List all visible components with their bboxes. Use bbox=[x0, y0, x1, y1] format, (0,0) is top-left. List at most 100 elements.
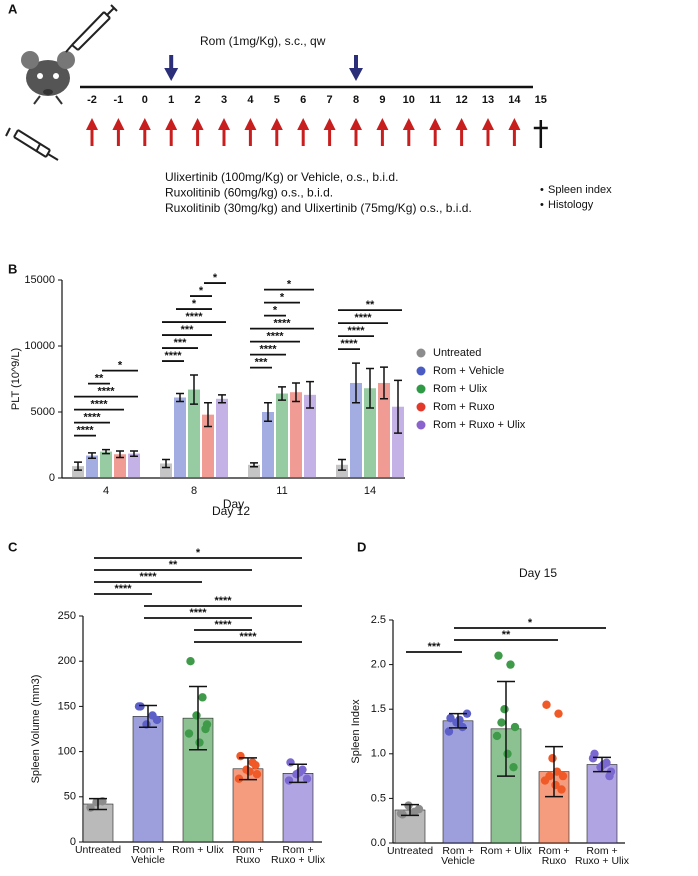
day-label: 0 bbox=[142, 94, 148, 106]
label-box: Rom + Ruxo bbox=[232, 845, 264, 866]
dose-arrow bbox=[165, 118, 178, 146]
data-point bbox=[588, 754, 598, 763]
significance-label: **** bbox=[266, 331, 284, 343]
error-bar bbox=[497, 680, 515, 777]
arrow-head bbox=[244, 118, 257, 130]
data-point bbox=[234, 774, 244, 783]
data-point bbox=[284, 776, 294, 785]
y-tick-label: 150 bbox=[58, 700, 76, 712]
arrow-head bbox=[218, 118, 230, 130]
data-point bbox=[286, 758, 295, 767]
bar bbox=[132, 716, 164, 843]
arrow-head bbox=[429, 118, 442, 130]
legend-marker bbox=[416, 348, 426, 358]
legend-label: Rom + Ruxo bbox=[433, 401, 494, 413]
x-tick-label: Rom + Ruxo bbox=[538, 846, 570, 867]
arrow-head bbox=[482, 118, 494, 130]
data-point bbox=[134, 702, 144, 711]
label-box: Rom + Ulix bbox=[172, 845, 224, 855]
y-tick-label: 0.5 bbox=[371, 792, 386, 804]
y-tick-label: 1.5 bbox=[371, 703, 386, 715]
treatment-text: Ruxolitinib (60mg/kg) o.s., b.i.d. bbox=[165, 186, 333, 200]
error-bar bbox=[130, 450, 138, 457]
significance-label: **** bbox=[273, 318, 291, 330]
label-box: Untreated bbox=[387, 846, 433, 856]
error-bar bbox=[289, 763, 307, 784]
y-tick-label: 250 bbox=[58, 610, 76, 622]
significance-label: **** bbox=[139, 571, 157, 583]
day-label: 8 bbox=[353, 94, 359, 106]
error-bar bbox=[190, 374, 198, 405]
arrow-head bbox=[455, 118, 468, 130]
data-point bbox=[509, 762, 518, 772]
significance-label: * bbox=[118, 360, 123, 372]
data-point bbox=[554, 709, 563, 718]
day-label: 5 bbox=[274, 94, 280, 106]
significance-label: **** bbox=[214, 595, 232, 607]
significance-label: **** bbox=[164, 350, 182, 362]
data-point bbox=[552, 767, 562, 776]
x-tick-label: Rom + Ruxo bbox=[232, 845, 264, 866]
chart-title: Day 12 bbox=[212, 504, 250, 518]
endpoint-text: Histology bbox=[548, 199, 594, 211]
error-bar bbox=[545, 745, 563, 798]
data-point bbox=[184, 729, 194, 738]
significance-label: ** bbox=[95, 373, 104, 385]
x-tick-label: Untreated bbox=[74, 845, 122, 856]
dose-arrow bbox=[323, 118, 336, 146]
significance-label: **** bbox=[239, 631, 257, 643]
error-bar bbox=[239, 757, 257, 781]
label-box: Rom + Vehicle bbox=[441, 846, 475, 866]
rom-arrow bbox=[349, 55, 363, 81]
error-bar bbox=[139, 704, 157, 728]
significance-label: **** bbox=[189, 607, 207, 619]
data-point bbox=[302, 774, 312, 783]
day-label: 9 bbox=[379, 94, 385, 106]
legend-label: Rom + Ulix bbox=[433, 383, 488, 395]
dose-arrow bbox=[376, 118, 389, 146]
error-bar bbox=[449, 712, 467, 729]
data-point bbox=[152, 715, 162, 725]
error-bar bbox=[278, 386, 286, 401]
data-point bbox=[506, 660, 515, 669]
y-tick-label: 15000 bbox=[24, 274, 55, 286]
data-point bbox=[236, 751, 245, 761]
significance-label: **** bbox=[90, 399, 108, 411]
error-bar bbox=[162, 458, 170, 469]
legend-marker bbox=[416, 420, 426, 430]
dose-arrow bbox=[508, 118, 521, 146]
y-axis-label: PLT (10^9/L) bbox=[10, 348, 22, 410]
panel-label: A bbox=[8, 1, 18, 16]
significance-label: * bbox=[213, 272, 218, 284]
bar bbox=[442, 720, 474, 844]
error-bar bbox=[116, 450, 124, 459]
arrow-head bbox=[112, 118, 125, 130]
dose-arrow bbox=[350, 118, 362, 146]
arrow-head bbox=[86, 118, 98, 130]
dose-arrow bbox=[429, 118, 442, 146]
data-point bbox=[251, 760, 260, 770]
significance-label: **** bbox=[347, 325, 365, 337]
arrow-head bbox=[508, 118, 521, 130]
significance-label: **** bbox=[185, 311, 203, 323]
significance-label: ** bbox=[366, 299, 375, 311]
dose-arrow bbox=[218, 118, 230, 146]
y-tick-label: 5000 bbox=[31, 406, 55, 418]
label-box: Rom + Ruxo bbox=[538, 846, 570, 867]
bullet: • bbox=[540, 184, 544, 196]
arrow-head bbox=[270, 118, 283, 130]
panel-label: B bbox=[8, 261, 17, 276]
bar bbox=[72, 466, 84, 478]
day-label: 11 bbox=[429, 94, 441, 106]
treatment-text: Ulixertinib (100mg/Kg) or Vehicle, o.s.,… bbox=[165, 170, 398, 184]
x-tick-label: Rom + Ruxo + Ulix bbox=[575, 846, 629, 867]
y-tick-label: 2.5 bbox=[371, 614, 386, 626]
data-point bbox=[414, 804, 424, 814]
dose-arrow bbox=[270, 118, 283, 146]
day-label: -2 bbox=[87, 94, 97, 106]
endpoint-cross bbox=[533, 120, 548, 148]
significance-label: * bbox=[192, 298, 197, 310]
x-tick-label: Rom + Vehicle bbox=[131, 845, 165, 866]
error-bar bbox=[250, 462, 258, 468]
significance-label: **** bbox=[83, 412, 101, 424]
